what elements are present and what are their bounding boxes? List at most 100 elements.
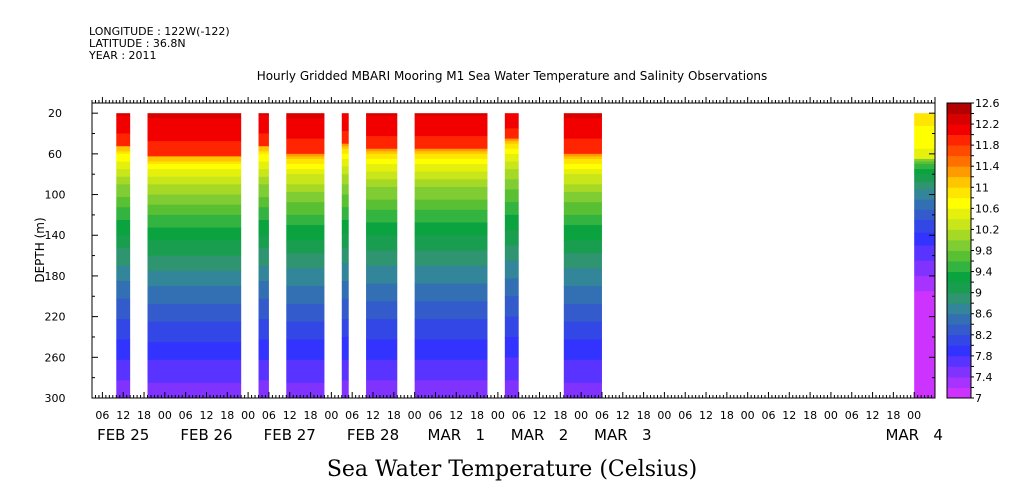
contour-band	[366, 113, 398, 117]
x-tick-label: 00	[158, 409, 172, 422]
x-tick-label: 18	[886, 409, 900, 422]
contour-band	[504, 141, 519, 145]
data-segment	[914, 113, 935, 399]
colorbar-swatch	[947, 229, 971, 241]
contour-band	[116, 113, 131, 117]
contour-band	[258, 247, 269, 267]
contour-band	[563, 153, 602, 157]
contour-band	[914, 232, 935, 246]
colorbar-swatch	[947, 218, 971, 230]
contour-band	[258, 113, 269, 117]
contour-band	[366, 171, 398, 180]
contour-band	[563, 158, 602, 165]
contour-band	[258, 184, 269, 198]
y-axis-label: DEPTH (m)	[33, 217, 47, 282]
contour-band	[147, 227, 242, 241]
colorbar-swatch	[947, 155, 971, 167]
contour-band	[414, 171, 488, 180]
x-tick-label: 06	[179, 409, 193, 422]
contour-band	[341, 219, 349, 234]
contour-band	[116, 319, 131, 341]
x-day-label: MAR 2	[511, 426, 568, 444]
contour-band	[504, 143, 519, 150]
x-day-label: FEB 28	[347, 426, 399, 444]
contour-band	[341, 247, 349, 264]
contour-band	[414, 250, 488, 267]
contour-band	[504, 260, 519, 279]
contour-band	[341, 130, 349, 145]
contour-band	[147, 156, 242, 162]
colorbar-swatch	[947, 134, 971, 146]
x-tick-label: 18	[387, 409, 401, 422]
contour-band	[504, 169, 519, 180]
y-tick-label: 140	[45, 229, 66, 242]
contour-band	[366, 319, 398, 341]
contour-band	[563, 113, 602, 119]
contour-band	[914, 189, 935, 201]
colorbar-label: 10.2	[975, 223, 1000, 236]
chart-subtitle: Sea Water Temperature (Celsius)	[327, 457, 697, 482]
contour-band	[914, 148, 935, 160]
x-tick-label: 00	[408, 409, 422, 422]
contour-band	[563, 240, 602, 254]
contour-band	[366, 222, 398, 236]
contour-band	[914, 291, 935, 399]
contour-band	[341, 146, 349, 150]
x-tick-label: 12	[616, 409, 630, 422]
contour-band	[563, 321, 602, 341]
contour-band	[116, 197, 131, 208]
contour-band	[286, 153, 325, 157]
colorbar-swatch	[947, 313, 971, 325]
contour-band	[563, 138, 602, 155]
contour-band	[258, 207, 269, 221]
contour-band	[147, 255, 242, 272]
y-tick-label: 180	[45, 270, 66, 283]
contour-band	[504, 380, 519, 399]
contour-band	[563, 156, 602, 160]
contour-band	[286, 164, 325, 170]
contour-band	[116, 161, 131, 170]
contour-band	[341, 336, 349, 361]
contour-band	[341, 143, 349, 147]
contour-band	[366, 179, 398, 188]
contour-band	[504, 245, 519, 262]
x-tick-label: 00	[574, 409, 588, 422]
contour-band	[414, 319, 488, 341]
colorbar-swatch	[947, 345, 971, 357]
contour-band	[366, 115, 398, 137]
x-tick-label: 12	[533, 409, 547, 422]
plot-area	[116, 113, 935, 399]
colorbar-swatch	[947, 387, 971, 399]
contour-band	[341, 263, 349, 282]
contour-band	[258, 298, 269, 320]
contour-band	[504, 202, 519, 216]
colorbar-label: 7.8	[975, 350, 993, 363]
x-day-label: FEB 27	[264, 426, 316, 444]
contour-band	[116, 153, 131, 162]
colorbar-label: 7	[975, 392, 982, 405]
contour-band	[366, 136, 398, 150]
colorbar-label: 11.4	[975, 160, 1000, 173]
contour-band	[914, 113, 935, 127]
contour-band	[258, 339, 269, 361]
contour-band	[504, 128, 519, 140]
contour-band	[414, 164, 488, 173]
contour-band	[147, 214, 242, 229]
colorbar-swatch	[947, 124, 971, 136]
x-tick-label: 06	[95, 409, 109, 422]
x-tick-label: 06	[428, 409, 442, 422]
contour-band	[914, 181, 935, 190]
x-tick-label: 12	[782, 409, 796, 422]
x-tick-label: 00	[907, 409, 921, 422]
contour-band	[116, 359, 131, 381]
x-tick-label: 06	[761, 409, 775, 422]
contour-band	[286, 169, 325, 175]
contour-band	[504, 113, 519, 129]
x-tick-label: 12	[866, 409, 880, 422]
x-tick-label: 18	[553, 409, 567, 422]
x-tick-label: 12	[116, 409, 130, 422]
contour-band	[147, 194, 242, 206]
contour-band	[563, 164, 602, 170]
contour-band	[414, 113, 488, 117]
contour-band	[504, 336, 519, 358]
